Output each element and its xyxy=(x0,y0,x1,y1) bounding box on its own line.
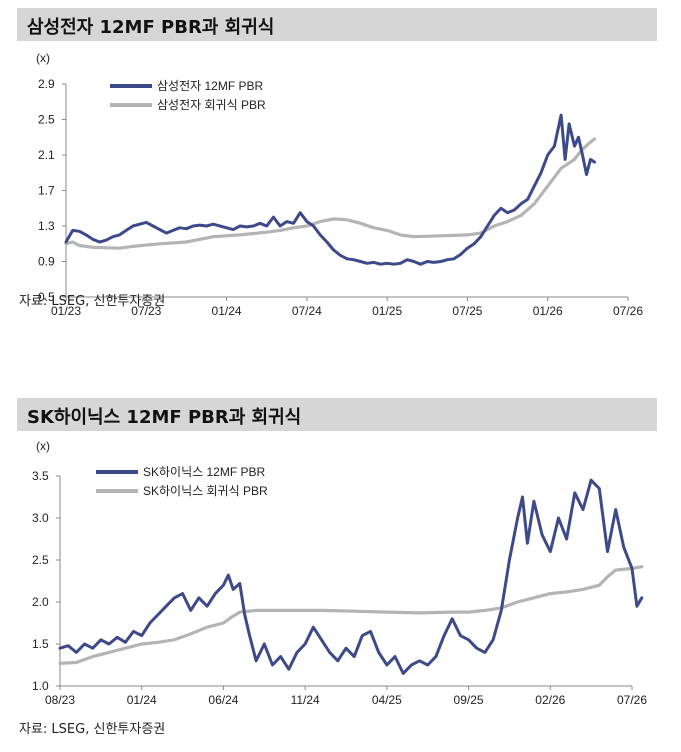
legend-label: SK하이닉스 12MF PBR xyxy=(143,465,266,479)
y-tick-label: 3.5 xyxy=(32,469,49,483)
x-tick-label: 07/23 xyxy=(131,304,161,318)
chart-title: SK하이닉스 12MF PBR과 회귀식 xyxy=(27,407,302,428)
y-tick-label: 1.3 xyxy=(38,219,55,233)
legend-label: 삼성전자 12MF PBR xyxy=(157,79,264,93)
x-tick-label: 07/26 xyxy=(617,693,647,707)
y-unit-label: (x) xyxy=(36,439,50,453)
y-tick-label: 2.5 xyxy=(38,113,55,127)
chart-title-bar: 삼성전자 12MF PBR과 회귀식 xyxy=(17,8,657,41)
source-note: 자료: LSEG, 신한투자증권 xyxy=(19,722,166,737)
chart-samsung: (x) 2.9 2.5 2.1 1.7 1.3 0.9 0.501/23 07/23 01/24 0… xyxy=(36,51,643,318)
chart-title: 삼성전자 12MF PBR과 회귀식 xyxy=(27,17,275,38)
chart-panel-samsung: 삼성전자 12MF PBR과 회귀식 (x) 2.9 2.5 2.1 1.7 1.3 0.9… xyxy=(0,0,681,360)
series-line-regression xyxy=(64,137,597,250)
x-tick-label: 01/23 xyxy=(51,304,81,318)
y-tick-label: 2.0 xyxy=(32,595,49,609)
series-line-regression xyxy=(58,565,644,665)
series-line-pbr xyxy=(64,113,596,266)
x-tick-label: 07/25 xyxy=(452,304,482,318)
x-tick-label: 04/25 xyxy=(372,693,402,707)
y-tick-label: 1.5 xyxy=(32,637,49,651)
y-tick-label: 1.7 xyxy=(38,184,55,198)
x-tick-label: 01/24 xyxy=(212,304,242,318)
y-tick-label: 1.0 xyxy=(32,679,49,693)
y-unit-label: (x) xyxy=(36,51,50,65)
legend-label: SK하이닉스 회귀식 PBR xyxy=(143,484,268,498)
series-line-pbr xyxy=(58,478,644,675)
x-tick-label: 11/24 xyxy=(291,693,320,707)
chart-skhynix: (x) 3.5 3.0 2.5 2.0 1.5 1.008/23 01/24 06/24 11/2… xyxy=(32,439,647,707)
legend-label: 삼성전자 회귀식 PBR xyxy=(157,98,266,112)
x-tick-label: 01/24 xyxy=(127,693,157,707)
x-tick-label: 07/24 xyxy=(292,304,322,318)
x-tick-label: 01/26 xyxy=(533,304,563,318)
chart-title-bar: SK하이닉스 12MF PBR과 회귀식 xyxy=(17,398,657,431)
y-tick-label: 0.5 xyxy=(38,290,55,304)
y-tick-label: 0.9 xyxy=(38,255,55,269)
source-note: 자료: LSEG, 신한투자증권 xyxy=(19,294,166,309)
x-tick-label: 06/24 xyxy=(208,693,238,707)
chart-panel-skhynix: SK하이닉스 12MF PBR과 회귀식 (x) 3.5 3.0 2.5 2.0 1.5 1… xyxy=(0,392,681,743)
x-tick-label: 07/26 xyxy=(613,304,643,318)
y-tick-label: 2.5 xyxy=(32,553,49,567)
x-tick-label: 09/25 xyxy=(454,693,484,707)
y-tick-label: 3.0 xyxy=(32,511,49,525)
x-tick-label: 02/26 xyxy=(535,693,565,707)
y-tick-label: 2.1 xyxy=(38,148,55,162)
y-tick-label: 2.9 xyxy=(38,77,55,91)
x-tick-label: 01/25 xyxy=(372,304,402,318)
x-tick-label: 08/23 xyxy=(45,693,75,707)
